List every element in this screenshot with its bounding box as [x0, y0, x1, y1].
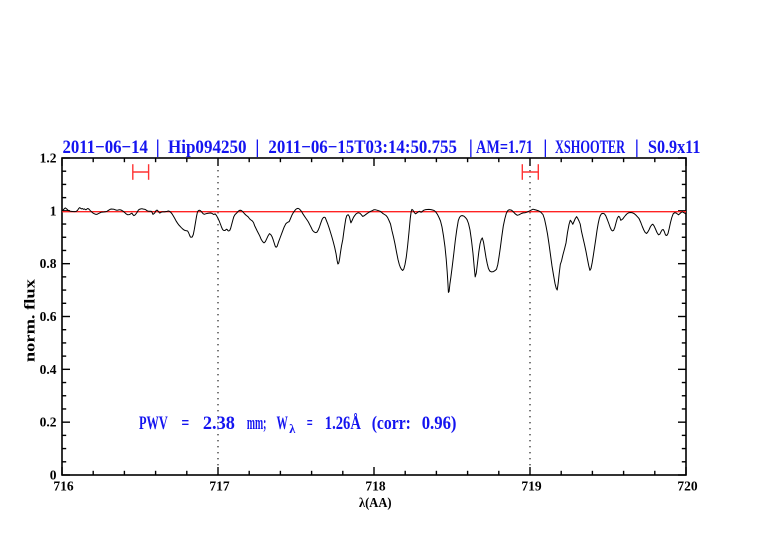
- svg-text:0.2: 0.2: [40, 415, 57, 430]
- svg-text:2011−06−14: 2011−06−14: [63, 137, 149, 158]
- svg-text:0: 0: [50, 468, 57, 483]
- svg-text:|: |: [469, 137, 473, 158]
- svg-text:2011−06−15T03:14:50.755: 2011−06−15T03:14:50.755: [268, 137, 457, 158]
- svg-text:717: 717: [209, 478, 230, 493]
- svg-text:(corr:: (corr:: [372, 413, 411, 434]
- svg-text:λ(AA): λ(AA): [359, 495, 392, 510]
- svg-text:W: W: [277, 413, 288, 434]
- svg-text:716: 716: [53, 478, 74, 493]
- svg-text:718: 718: [365, 478, 386, 493]
- svg-text:0.4: 0.4: [40, 362, 57, 377]
- svg-text:1.2: 1.2: [40, 151, 57, 166]
- svg-text:S0.9x11: S0.9x11: [648, 137, 700, 158]
- svg-text:|: |: [255, 137, 259, 158]
- svg-text:mm;: mm;: [247, 413, 267, 434]
- svg-text:norm. flux: norm. flux: [23, 278, 39, 362]
- svg-text:=: =: [181, 413, 189, 434]
- svg-text:720: 720: [677, 478, 698, 493]
- svg-text:1.26Å: 1.26Å: [325, 413, 361, 434]
- svg-text:|: |: [635, 137, 639, 158]
- svg-text:Hip094250: Hip094250: [168, 137, 247, 158]
- svg-text:719: 719: [521, 478, 542, 493]
- svg-text:0.96): 0.96): [422, 413, 457, 434]
- svg-text:|: |: [156, 137, 160, 158]
- svg-text:XSHOOTER: XSHOOTER: [555, 137, 625, 158]
- svg-text:λ: λ: [289, 421, 296, 436]
- svg-text:|: |: [543, 137, 547, 158]
- svg-text:2.38: 2.38: [203, 413, 235, 434]
- svg-text:0.8: 0.8: [40, 256, 57, 271]
- svg-text:AM=1.71: AM=1.71: [476, 137, 533, 158]
- svg-text:1: 1: [50, 203, 57, 218]
- svg-text:=: =: [307, 413, 313, 434]
- svg-text:0.6: 0.6: [40, 309, 57, 324]
- svg-text:PWV: PWV: [139, 413, 168, 434]
